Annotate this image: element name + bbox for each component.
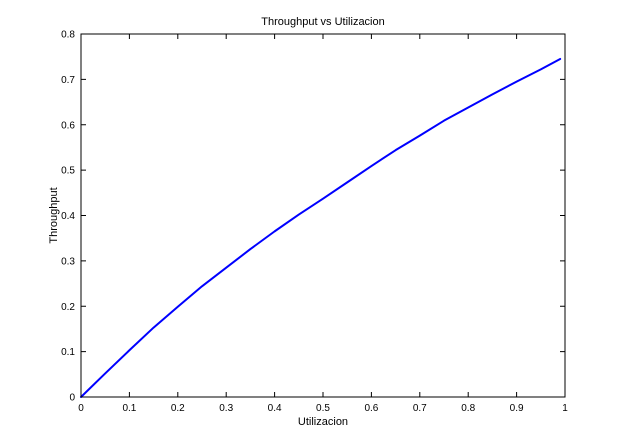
chart-title: Throughput vs Utilizacion [261,16,385,28]
x-tick-label: 0.5 [316,403,330,414]
y-tick-label: 0.7 [61,75,75,86]
x-tick-label: 0.7 [413,403,427,414]
x-tick-label: 0.9 [510,403,524,414]
x-tick-label: 0.2 [171,403,185,414]
x-tick-label: 0 [78,403,84,414]
x-tick-label: 0.3 [219,403,233,414]
y-axis-ticks: 0 0.1 0.2 0.3 0.4 0.5 0.6 0.7 0.8 [61,30,565,404]
y-tick-label: 0.4 [61,211,75,222]
y-tick-label: 0.8 [61,30,75,41]
y-tick-label: 0.1 [61,347,75,358]
x-tick-label: 0.4 [268,403,282,414]
series-layer [80,57,562,398]
y-tick-label: 0 [69,393,75,404]
x-axis-ticks: 0 0.1 0.2 0.3 0.4 0.5 0.6 0.7 0.8 0.9 1 [78,34,568,414]
y-tick-label: 0.3 [61,256,75,267]
x-tick-label: 0.8 [461,403,475,414]
y-tick-label: 0.5 [61,166,75,177]
x-axis-label: Utilizacion [298,416,348,428]
x-tick-label: 0.6 [364,403,378,414]
y-tick-label: 0.2 [61,302,75,313]
y-tick-label: 0.6 [61,120,75,131]
y-axis-label: Throughput [48,187,60,243]
plot-area [80,33,566,398]
series-line [80,57,562,398]
x-tick-label: 0.1 [122,403,136,414]
x-tick-label: 1 [562,403,568,414]
